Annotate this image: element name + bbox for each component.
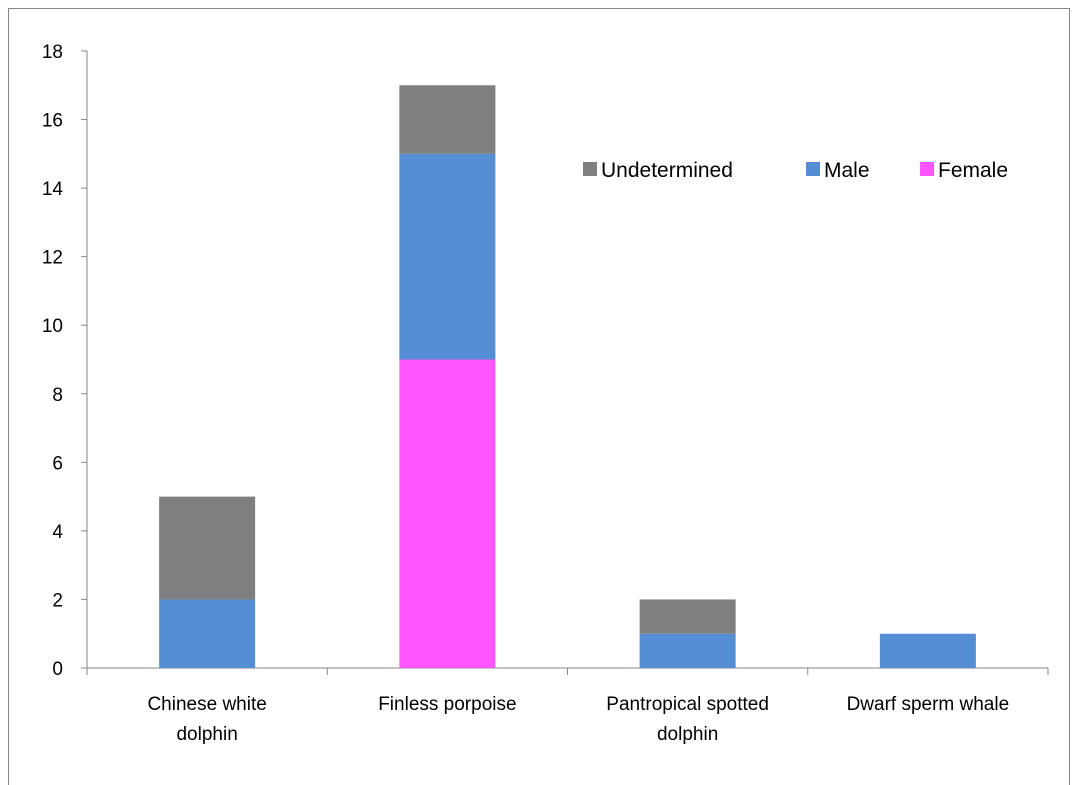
legend-swatch-undetermined bbox=[583, 162, 597, 176]
legend-label-female: Female bbox=[938, 159, 1008, 182]
legend-label-undetermined: Undetermined bbox=[601, 159, 733, 182]
bar-segment-male bbox=[639, 633, 736, 668]
x-category-label-line: dolphin bbox=[176, 724, 237, 745]
x-category-label: Pantropical spotted dolphin bbox=[606, 694, 769, 745]
bar-segment-male bbox=[879, 633, 976, 668]
chart-frame bbox=[8, 8, 1070, 785]
x-category-label: Dwarf sperm whale bbox=[847, 694, 1010, 715]
bar-segment-male bbox=[159, 599, 256, 668]
x-category-label-line: Finless porpoise bbox=[378, 694, 516, 715]
legend: Undetermined Male Female bbox=[583, 159, 1008, 182]
x-category-label-line: Chinese white bbox=[147, 694, 266, 715]
y-tick-label: 10 bbox=[42, 316, 63, 337]
x-category-label: Chinese white dolphin bbox=[147, 694, 266, 745]
y-tick-label: 6 bbox=[52, 453, 63, 474]
bar-segment-undetermined bbox=[399, 85, 496, 154]
y-tick-label: 14 bbox=[42, 179, 64, 200]
x-category-label-line: Dwarf sperm whale bbox=[847, 694, 1010, 715]
bar-segment-female bbox=[399, 359, 496, 668]
y-tick-label: 0 bbox=[52, 659, 63, 680]
x-category-label-line: Pantropical spotted bbox=[606, 694, 769, 715]
y-tick-label: 8 bbox=[52, 385, 63, 406]
y-tick-label: 4 bbox=[52, 522, 63, 543]
legend-label-male: Male bbox=[824, 159, 870, 182]
x-category-label: Finless porpoise bbox=[378, 694, 516, 715]
y-tick-label: 18 bbox=[42, 42, 63, 63]
bar-segment-undetermined bbox=[639, 599, 736, 634]
axes: 0 2 4 6 8 10 12 14 16 18 Chinese white dolphin Finle… bbox=[42, 42, 1049, 745]
y-tick-label: 12 bbox=[42, 248, 63, 269]
legend-swatch-male bbox=[806, 162, 820, 176]
bars bbox=[159, 85, 976, 668]
bar-segment-male bbox=[399, 153, 496, 360]
bar-segment-undetermined bbox=[159, 496, 256, 600]
legend-swatch-female bbox=[920, 162, 934, 176]
y-tick-label: 16 bbox=[42, 111, 63, 132]
y-tick-label: 2 bbox=[52, 590, 63, 611]
x-category-label-line: dolphin bbox=[657, 724, 718, 745]
